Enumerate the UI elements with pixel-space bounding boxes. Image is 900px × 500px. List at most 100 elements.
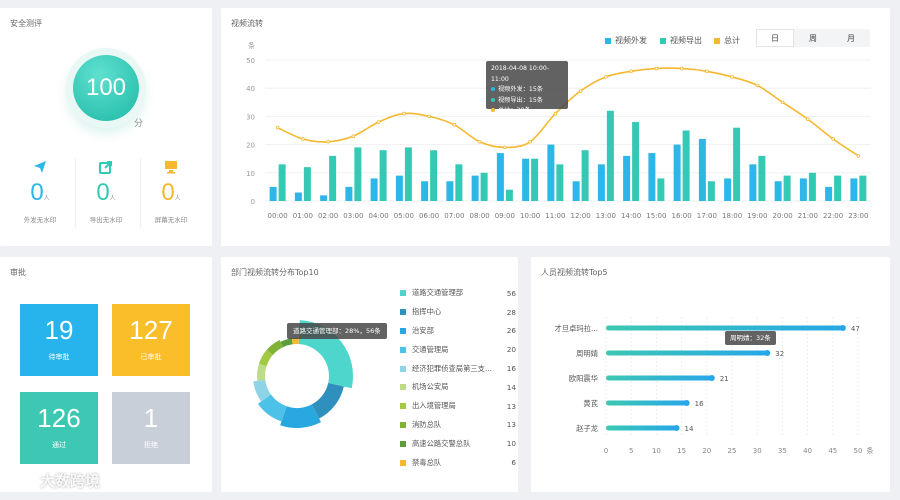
- tile-passed[interactable]: 126 通过: [20, 392, 98, 464]
- x-tick-label: 03:00: [343, 212, 363, 220]
- y-tick-label: 30: [246, 113, 255, 121]
- tab-day[interactable]: 日: [756, 29, 794, 47]
- tile-rejected[interactable]: 1 拒绝: [112, 392, 190, 464]
- bar-send: [269, 186, 277, 201]
- person-value: 32: [775, 350, 784, 358]
- bar-export: [505, 189, 513, 201]
- sec-send-label: 外发无水印: [23, 216, 57, 224]
- watermark: 大数跨境: [10, 470, 100, 491]
- point-total: [275, 125, 280, 130]
- bar-export: [733, 127, 741, 201]
- tile-rejected-value: 1: [143, 403, 159, 433]
- point-total: [755, 83, 760, 88]
- bar-export: [808, 172, 816, 201]
- x-tick-label: 21:00: [798, 212, 818, 220]
- video-flow-card: 视频流转 条 0 10 20 30 40 50 00:00 01:00 02:00 03:00 04:…: [221, 8, 890, 246]
- dept-legend-item[interactable]: 指挥中心 28: [400, 303, 516, 322]
- person-name: 才旦卓玛拉...: [555, 324, 598, 333]
- bar-send: [623, 155, 631, 201]
- person-name: 黄芪: [583, 399, 598, 408]
- legend-send[interactable]: 视频外发: [605, 35, 647, 46]
- sec-export-label: 导出无水印: [89, 216, 123, 224]
- tab-week[interactable]: 周: [809, 33, 817, 43]
- person-value: 47: [851, 325, 860, 333]
- tile-pending-label: 待审批: [48, 353, 70, 361]
- x-tick-label: 10: [652, 447, 661, 455]
- legend-swatch: [400, 365, 406, 372]
- sec-item-screen: 0人 屏幕无水印: [141, 158, 201, 224]
- tile-approved[interactable]: 127 已审批: [112, 304, 190, 376]
- x-tick-label: 12:00: [571, 212, 591, 220]
- tab-month[interactable]: 月: [847, 33, 855, 43]
- x-tick-label: 15:00: [646, 212, 666, 220]
- point-total: [301, 137, 305, 141]
- bar-export: [303, 167, 311, 201]
- donut-slice: [257, 394, 287, 422]
- x-tick-label: 50: [854, 447, 863, 455]
- dept-legend-item[interactable]: 机场公安局 14: [400, 378, 516, 397]
- dept-name: 机场公安局: [412, 382, 449, 392]
- x-tick-label: 5: [629, 447, 633, 455]
- bar-send: [648, 153, 656, 201]
- x-tick-label: 17:00: [697, 212, 717, 220]
- legend-export[interactable]: 视频导出: [660, 35, 702, 46]
- bar-export: [682, 130, 690, 201]
- sec-send-value: 0: [30, 179, 44, 206]
- donut-slice: [291, 338, 299, 345]
- dept-legend-item[interactable]: 出入境管理局 13: [400, 397, 516, 416]
- security-score: 100: [73, 55, 139, 121]
- dept-legend-item[interactable]: 消防总队 13: [400, 416, 516, 435]
- bar-export: [354, 147, 362, 201]
- x-tick-label: 35: [778, 447, 787, 455]
- donut-slice: [280, 404, 321, 428]
- x-tick-label: 40: [803, 447, 812, 455]
- dept-name: 经济犯罪侦查局第三支...: [412, 363, 492, 373]
- person-bar-end: [673, 425, 680, 431]
- bar-send: [597, 164, 605, 201]
- dept-value: 10: [506, 439, 516, 449]
- tile-pending[interactable]: 19 待审批: [20, 304, 98, 376]
- legend-swatch: [400, 459, 406, 466]
- person-value: 21: [720, 375, 729, 383]
- dept-value: 20: [506, 345, 516, 355]
- bar-send: [774, 181, 782, 201]
- dept-value: 28: [506, 307, 516, 317]
- person-bar-end: [708, 375, 715, 381]
- legend-swatch: [400, 440, 406, 447]
- bar-export: [783, 175, 791, 201]
- dept-legend-item[interactable]: 高速公路交警总队 10: [400, 434, 516, 453]
- sec-screen-label: 屏幕无水印: [154, 216, 188, 224]
- x-tick-label: 13:00: [596, 212, 616, 220]
- x-tick-label: 00:00: [268, 212, 288, 220]
- point-total: [528, 139, 532, 144]
- legend-total[interactable]: 总计: [714, 35, 740, 46]
- dept-legend-item[interactable]: 道路交通管理部 56: [400, 284, 516, 303]
- line-total: [277, 67, 859, 157]
- point-total: [503, 145, 507, 150]
- watermark-text: 大数跨境: [40, 472, 101, 490]
- score-ring: 100: [66, 48, 146, 128]
- x-axis-unit: 条: [867, 446, 874, 455]
- dept-legend-item[interactable]: 禁毒总队 6: [400, 453, 516, 472]
- dept-name: 道路交通管理部: [412, 288, 464, 298]
- x-tick-label: 01:00: [293, 212, 313, 220]
- dept-name: 禁毒总队: [412, 457, 442, 467]
- dept-legend-item[interactable]: 经济犯罪侦查局第三支... 16: [400, 359, 516, 378]
- bar-send: [345, 186, 353, 201]
- y-tick-label: 20: [246, 142, 255, 150]
- donut-slice: [253, 379, 271, 402]
- people-tooltip: 周明婧：32条: [725, 331, 776, 345]
- x-tick-label: 07:00: [444, 212, 464, 220]
- divider: [75, 158, 76, 228]
- point-total: [553, 111, 558, 116]
- dept-legend-item[interactable]: 治安部 26: [400, 322, 516, 341]
- send-icon: [10, 158, 70, 176]
- dept-value: 13: [506, 401, 516, 411]
- dept-name: 治安部: [412, 325, 434, 335]
- y-axis-unit: 条: [248, 41, 255, 50]
- dept-legend-item[interactable]: 交通管理局 20: [400, 340, 516, 359]
- legend-swatch: [400, 290, 406, 297]
- bar-send: [698, 138, 706, 201]
- dept-name: 指挥中心: [412, 307, 442, 317]
- x-tick-label: 19:00: [747, 212, 767, 220]
